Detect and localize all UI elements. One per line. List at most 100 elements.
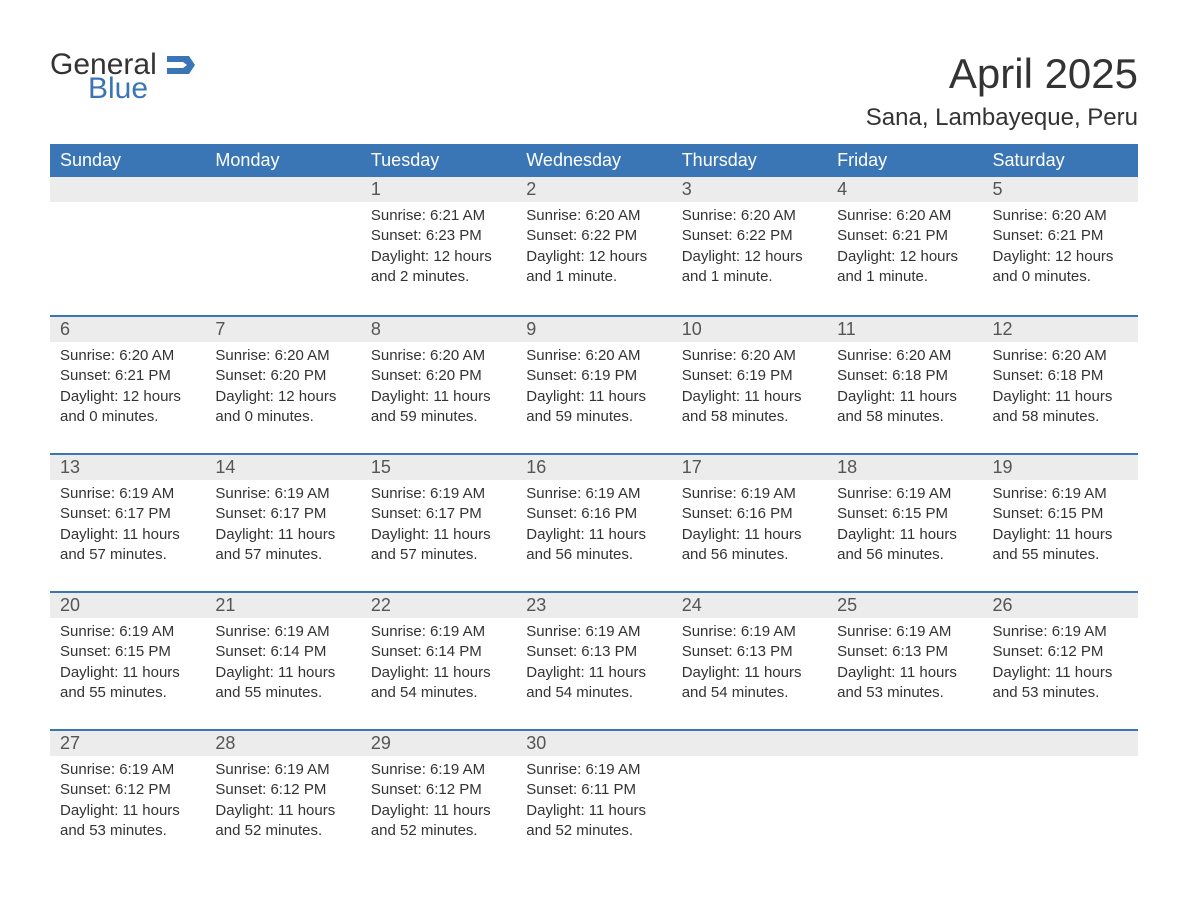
day-header: Friday [827,144,982,177]
calendar-cell: 2Sunrise: 6:20 AMSunset: 6:22 PMDaylight… [516,177,671,315]
day-details: Sunrise: 6:20 AMSunset: 6:19 PMDaylight:… [516,342,671,433]
day-details: Sunrise: 6:20 AMSunset: 6:22 PMDaylight:… [516,202,671,293]
sunrise-text: Sunrise: 6:21 AM [371,206,506,226]
sunrise-text: Sunrise: 6:20 AM [682,346,817,366]
sunset-text: Sunset: 6:16 PM [526,504,661,524]
daylight-text: Daylight: 11 hours and 58 minutes. [837,387,972,428]
day-number: 23 [516,591,671,618]
calendar-cell: 1Sunrise: 6:21 AMSunset: 6:23 PMDaylight… [361,177,516,315]
sunset-text: Sunset: 6:17 PM [60,504,195,524]
day-details: Sunrise: 6:21 AMSunset: 6:23 PMDaylight:… [361,202,516,293]
daylight-text: Daylight: 11 hours and 54 minutes. [371,663,506,704]
calendar-cell: 7Sunrise: 6:20 AMSunset: 6:20 PMDaylight… [205,315,360,453]
calendar-week: 6Sunrise: 6:20 AMSunset: 6:21 PMDaylight… [50,315,1138,453]
daylight-text: Daylight: 11 hours and 57 minutes. [371,525,506,566]
sunrise-text: Sunrise: 6:19 AM [526,622,661,642]
calendar-cell: 5Sunrise: 6:20 AMSunset: 6:21 PMDaylight… [983,177,1138,315]
sunrise-text: Sunrise: 6:19 AM [371,484,506,504]
daylight-text: Daylight: 11 hours and 53 minutes. [837,663,972,704]
day-details: Sunrise: 6:19 AMSunset: 6:11 PMDaylight:… [516,756,671,847]
calendar-cell [672,729,827,867]
sunset-text: Sunset: 6:22 PM [526,226,661,246]
calendar-cell [827,729,982,867]
calendar-cell: 20Sunrise: 6:19 AMSunset: 6:15 PMDayligh… [50,591,205,729]
sunset-text: Sunset: 6:15 PM [60,642,195,662]
sunrise-text: Sunrise: 6:19 AM [837,484,972,504]
calendar-week: 27Sunrise: 6:19 AMSunset: 6:12 PMDayligh… [50,729,1138,867]
sunrise-text: Sunrise: 6:19 AM [526,484,661,504]
day-number: 28 [205,729,360,756]
day-number: 2 [516,177,671,202]
sunset-text: Sunset: 6:15 PM [837,504,972,524]
day-number: 25 [827,591,982,618]
day-details: Sunrise: 6:20 AMSunset: 6:22 PMDaylight:… [672,202,827,293]
day-details: Sunrise: 6:20 AMSunset: 6:20 PMDaylight:… [361,342,516,433]
day-number [50,177,205,202]
sunset-text: Sunset: 6:22 PM [682,226,817,246]
calendar-week: 20Sunrise: 6:19 AMSunset: 6:15 PMDayligh… [50,591,1138,729]
day-header: Saturday [983,144,1138,177]
sunrise-text: Sunrise: 6:19 AM [215,760,350,780]
day-details: Sunrise: 6:19 AMSunset: 6:16 PMDaylight:… [516,480,671,571]
logo: General Blue [50,50,195,104]
day-number: 16 [516,453,671,480]
calendar-cell: 14Sunrise: 6:19 AMSunset: 6:17 PMDayligh… [205,453,360,591]
daylight-text: Daylight: 11 hours and 52 minutes. [215,801,350,842]
daylight-text: Daylight: 11 hours and 57 minutes. [60,525,195,566]
daylight-text: Daylight: 12 hours and 2 minutes. [371,247,506,288]
sunset-text: Sunset: 6:12 PM [215,780,350,800]
day-number: 18 [827,453,982,480]
day-details: Sunrise: 6:20 AMSunset: 6:21 PMDaylight:… [50,342,205,433]
sunset-text: Sunset: 6:18 PM [837,366,972,386]
day-number: 5 [983,177,1138,202]
day-details: Sunrise: 6:20 AMSunset: 6:21 PMDaylight:… [827,202,982,293]
calendar-cell: 29Sunrise: 6:19 AMSunset: 6:12 PMDayligh… [361,729,516,867]
sunrise-text: Sunrise: 6:20 AM [837,346,972,366]
sunset-text: Sunset: 6:21 PM [993,226,1128,246]
sunset-text: Sunset: 6:13 PM [837,642,972,662]
sunset-text: Sunset: 6:12 PM [60,780,195,800]
calendar-cell: 9Sunrise: 6:20 AMSunset: 6:19 PMDaylight… [516,315,671,453]
calendar-cell: 27Sunrise: 6:19 AMSunset: 6:12 PMDayligh… [50,729,205,867]
calendar-cell: 13Sunrise: 6:19 AMSunset: 6:17 PMDayligh… [50,453,205,591]
day-number: 3 [672,177,827,202]
sunset-text: Sunset: 6:13 PM [526,642,661,662]
daylight-text: Daylight: 12 hours and 0 minutes. [215,387,350,428]
day-number: 15 [361,453,516,480]
calendar-cell: 23Sunrise: 6:19 AMSunset: 6:13 PMDayligh… [516,591,671,729]
calendar-week: 1Sunrise: 6:21 AMSunset: 6:23 PMDaylight… [50,177,1138,315]
calendar-cell: 16Sunrise: 6:19 AMSunset: 6:16 PMDayligh… [516,453,671,591]
sunrise-text: Sunrise: 6:19 AM [837,622,972,642]
sunset-text: Sunset: 6:14 PM [371,642,506,662]
flag-icon [167,48,195,81]
calendar-table: SundayMondayTuesdayWednesdayThursdayFrid… [50,144,1138,867]
calendar-cell: 30Sunrise: 6:19 AMSunset: 6:11 PMDayligh… [516,729,671,867]
sunrise-text: Sunrise: 6:20 AM [371,346,506,366]
calendar-cell: 4Sunrise: 6:20 AMSunset: 6:21 PMDaylight… [827,177,982,315]
title-block: April 2025 Sana, Lambayeque, Peru [866,50,1138,132]
sunset-text: Sunset: 6:11 PM [526,780,661,800]
sunrise-text: Sunrise: 6:19 AM [371,760,506,780]
day-details: Sunrise: 6:19 AMSunset: 6:17 PMDaylight:… [205,480,360,571]
sunrise-text: Sunrise: 6:20 AM [993,206,1128,226]
sunset-text: Sunset: 6:13 PM [682,642,817,662]
sunset-text: Sunset: 6:17 PM [371,504,506,524]
daylight-text: Daylight: 11 hours and 56 minutes. [837,525,972,566]
daylight-text: Daylight: 11 hours and 55 minutes. [993,525,1128,566]
calendar-cell: 8Sunrise: 6:20 AMSunset: 6:20 PMDaylight… [361,315,516,453]
day-number: 24 [672,591,827,618]
daylight-text: Daylight: 12 hours and 1 minute. [682,247,817,288]
day-details: Sunrise: 6:20 AMSunset: 6:18 PMDaylight:… [983,342,1138,433]
day-details: Sunrise: 6:19 AMSunset: 6:12 PMDaylight:… [50,756,205,847]
day-number: 26 [983,591,1138,618]
day-details: Sunrise: 6:19 AMSunset: 6:16 PMDaylight:… [672,480,827,571]
sunset-text: Sunset: 6:21 PM [837,226,972,246]
calendar-head: SundayMondayTuesdayWednesdayThursdayFrid… [50,144,1138,177]
day-details: Sunrise: 6:19 AMSunset: 6:13 PMDaylight:… [827,618,982,709]
daylight-text: Daylight: 11 hours and 59 minutes. [526,387,661,428]
day-number: 11 [827,315,982,342]
daylight-text: Daylight: 11 hours and 53 minutes. [60,801,195,842]
sunset-text: Sunset: 6:20 PM [371,366,506,386]
day-number: 14 [205,453,360,480]
day-number: 19 [983,453,1138,480]
